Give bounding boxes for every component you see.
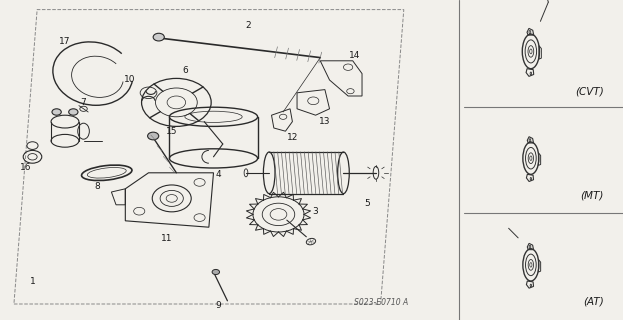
Text: 7: 7 bbox=[80, 98, 87, 107]
Text: (AT): (AT) bbox=[583, 297, 604, 307]
Text: 14: 14 bbox=[350, 52, 361, 60]
Circle shape bbox=[212, 269, 219, 275]
Text: 3: 3 bbox=[313, 207, 318, 216]
Text: 8: 8 bbox=[95, 182, 100, 191]
Text: 4: 4 bbox=[216, 170, 221, 179]
Circle shape bbox=[69, 109, 78, 115]
Text: 11: 11 bbox=[161, 234, 173, 243]
Circle shape bbox=[148, 132, 159, 140]
Text: (MT): (MT) bbox=[581, 190, 604, 200]
Text: 5: 5 bbox=[364, 199, 369, 208]
Text: S023-E0710 A: S023-E0710 A bbox=[354, 298, 409, 307]
Text: 9: 9 bbox=[216, 301, 221, 310]
Text: 6: 6 bbox=[183, 66, 189, 75]
Text: (CVT): (CVT) bbox=[575, 87, 604, 97]
Text: 15: 15 bbox=[166, 127, 178, 136]
Text: 12: 12 bbox=[287, 133, 298, 142]
Circle shape bbox=[52, 109, 61, 115]
Text: 16: 16 bbox=[20, 164, 31, 172]
Text: 10: 10 bbox=[124, 76, 136, 84]
Text: 1: 1 bbox=[30, 277, 36, 286]
Circle shape bbox=[153, 33, 164, 41]
Text: 13: 13 bbox=[319, 117, 331, 126]
Text: 17: 17 bbox=[59, 37, 71, 46]
Text: 2: 2 bbox=[245, 21, 251, 30]
